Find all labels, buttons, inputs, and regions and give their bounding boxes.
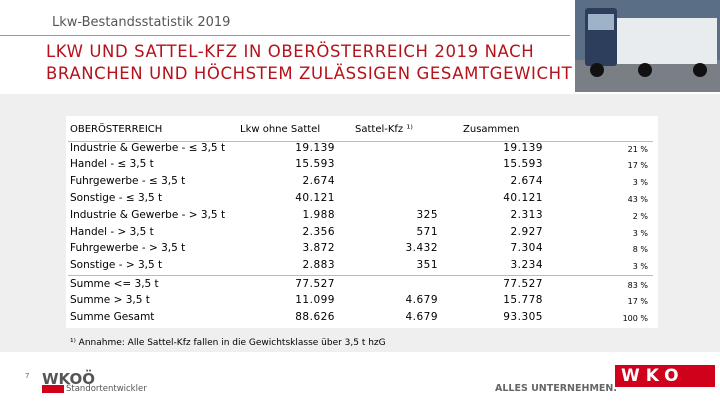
title-line: BRANCHEN UND HÖCHSTEM ZULÄSSIGEN GESAMTG… [46,64,573,83]
cell-share: 100 % [622,314,648,323]
cell-lkw: 15.593 [295,158,335,170]
row-label: Summe <= 3,5 t [70,278,159,290]
cell-share: 3 % [632,229,648,238]
logo-mark [42,385,64,393]
cell-share: 8 % [632,245,648,254]
cell-lkw: 11.099 [295,294,335,306]
cell-total: 77.527 [503,278,543,290]
cell-share: 43 % [627,195,648,204]
row-label: Fuhrgewerbe - ≤ 3,5 t [70,175,186,187]
cell-total: 93.305 [503,311,543,323]
cell-share: 83 % [627,281,648,290]
cell-total: 40.121 [503,192,543,204]
page-number: 7 [25,372,30,380]
cell-share: 17 % [627,161,648,170]
title: LKW UND SATTEL-KFZ IN OBERÖSTERREICH 201… [46,41,572,85]
truck-photo [575,0,720,92]
cell-lkw: 40.121 [295,192,335,204]
cell-lkw: 2.356 [302,226,335,238]
row-label: Sonstige - ≤ 3,5 t [70,192,163,204]
logo-right: WKO [615,365,715,387]
cell-lkw: 2.883 [302,259,335,271]
cell-lkw: 3.872 [302,242,335,254]
subtitle: Lkw-Bestandsstatistik 2019 [52,15,231,30]
cell-total: 2.674 [510,175,543,187]
cell-total: 15.593 [503,158,543,170]
cell-total: 2.313 [510,209,543,221]
cell-lkw: 77.527 [295,278,335,290]
cell-sattel: 571 [416,226,438,238]
cell-sattel: 351 [416,259,438,271]
cell-share: 2 % [632,212,648,221]
cell-share: 3 % [632,262,648,271]
cell-sattel: 3.432 [405,242,438,254]
slogan: ALLES UNTERNEHMEN. [495,383,617,394]
header-label: OBERÖSTERREICH [70,124,163,135]
row-label: Sonstige - > 3,5 t [70,259,163,271]
cell-sattel: 325 [416,209,438,221]
row-label: Summe Gesamt [70,311,155,323]
table-panel [66,116,658,328]
cell-total: 3.234 [510,259,543,271]
cell-share: 17 % [627,297,648,306]
cell-lkw: 19.139 [295,142,335,154]
row-label: Industrie & Gewerbe - > 3,5 t [70,209,226,221]
cell-sattel: 4.679 [405,294,438,306]
row-label: Industrie & Gewerbe - ≤ 3,5 t [70,142,226,154]
row-rule [68,141,653,142]
cell-lkw: 2.674 [302,175,335,187]
cell-lkw: 88.626 [295,311,335,323]
cell-share: 21 % [627,145,648,154]
row-label: Summe > 3,5 t [70,294,150,306]
row-rule [68,275,653,276]
cell-total: 15.778 [503,294,543,306]
cell-lkw: 1.988 [302,209,335,221]
cell-share: 3 % [632,178,648,187]
row-label: Handel - ≤ 3,5 t [70,158,154,170]
cell-total: 2.927 [510,226,543,238]
logo-left-sub: Standortentwickler [66,384,147,394]
row-label: Fuhrgewerbe - > 3,5 t [70,242,186,254]
footnote: ¹⁾ Annahme: Alle Sattel-Kfz fallen in di… [70,338,386,348]
title-line: LKW UND SATTEL-KFZ IN OBERÖSTERREICH 201… [46,42,535,61]
cell-sattel: 4.679 [405,311,438,323]
logo-left: WKOÖ [42,370,95,388]
header-lkw: Lkw ohne Sattel [240,124,321,135]
header-sattel: Sattel-Kfz ¹⁾ [355,124,413,135]
cell-total: 19.139 [503,142,543,154]
header-total: Zusammen [463,124,520,135]
rule [0,35,570,36]
row-label: Handel - > 3,5 t [70,226,154,238]
cell-total: 7.304 [510,242,543,254]
